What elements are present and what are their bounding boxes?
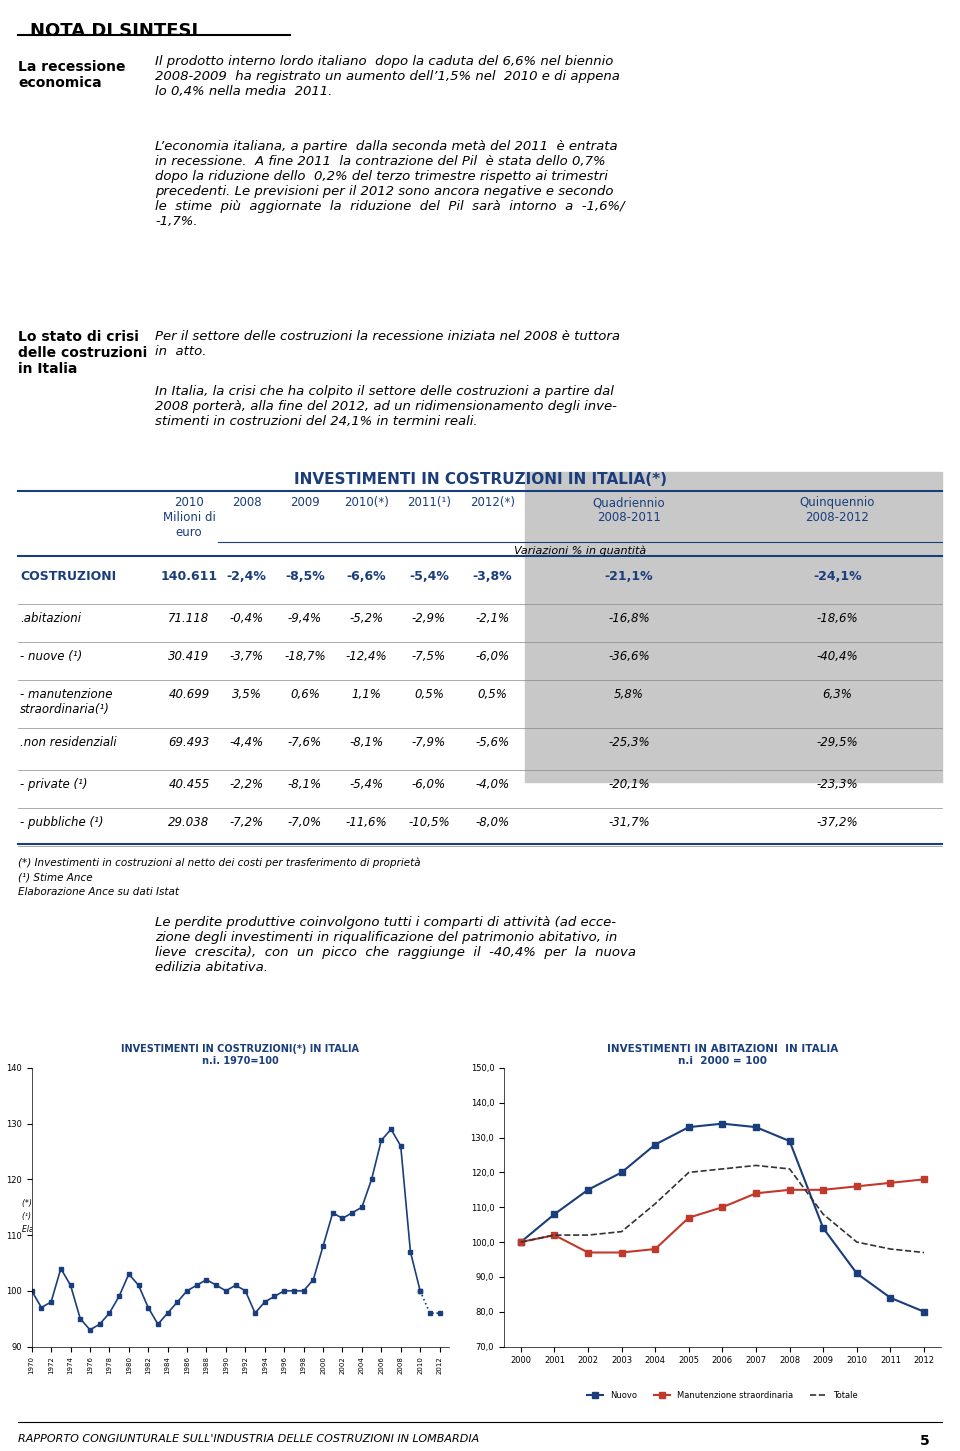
- Text: 140.611: 140.611: [160, 570, 218, 583]
- Text: -11,6%: -11,6%: [346, 815, 387, 829]
- Legend: Nuovo, Manutenzione straordinaria, Totale: Nuovo, Manutenzione straordinaria, Total…: [584, 1389, 861, 1403]
- Text: -0,4%: -0,4%: [229, 612, 264, 625]
- Text: NOTA DI SINTESI: NOTA DI SINTESI: [30, 22, 198, 41]
- Text: 2012(*): 2012(*): [470, 496, 515, 509]
- Text: -7,2%: -7,2%: [229, 815, 264, 829]
- Text: Per il settore delle costruzioni la recessione iniziata nel 2008 è tuttora
in  a: Per il settore delle costruzioni la rece…: [155, 329, 620, 358]
- Text: 71.118: 71.118: [168, 612, 209, 625]
- Text: -29,5%: -29,5%: [817, 736, 858, 749]
- Text: -7,0%: -7,0%: [288, 815, 322, 829]
- Text: -36,6%: -36,6%: [609, 650, 650, 663]
- Text: -4,4%: -4,4%: [229, 736, 264, 749]
- Text: 2011(¹): 2011(¹): [407, 496, 451, 509]
- Text: 5,8%: 5,8%: [614, 688, 644, 701]
- Text: -3,8%: -3,8%: [472, 570, 513, 583]
- Text: -23,3%: -23,3%: [817, 778, 858, 791]
- Text: -6,0%: -6,0%: [475, 650, 510, 663]
- Text: -37,2%: -37,2%: [817, 815, 858, 829]
- Text: -2,9%: -2,9%: [412, 612, 446, 625]
- Text: RAPPORTO CONGIUNTURALE SULL'INDUSTRIA DELLE COSTRUZIONI IN LOMBARDIA: RAPPORTO CONGIUNTURALE SULL'INDUSTRIA DE…: [18, 1434, 479, 1444]
- Text: -16,8%: -16,8%: [609, 612, 650, 625]
- Text: In Italia, la crisi che ha colpito il settore delle costruzioni a partire dal
20: In Italia, la crisi che ha colpito il se…: [155, 385, 617, 428]
- Title: INVESTIMENTI IN COSTRUZIONI(*) IN ITALIA
n.i. 1970=100: INVESTIMENTI IN COSTRUZIONI(*) IN ITALIA…: [122, 1045, 359, 1066]
- Bar: [525, 472, 733, 782]
- Text: Quadriennio
2008-2011: Quadriennio 2008-2011: [592, 496, 665, 524]
- Text: La recessione
economica: La recessione economica: [18, 59, 126, 90]
- Text: 40.455: 40.455: [168, 778, 209, 791]
- Text: 6,3%: 6,3%: [823, 688, 852, 701]
- Text: -6,6%: -6,6%: [347, 570, 386, 583]
- Text: -6,0%: -6,0%: [412, 778, 446, 791]
- Text: -18,7%: -18,7%: [284, 650, 325, 663]
- Text: 2010(*): 2010(*): [344, 496, 389, 509]
- Text: -2,2%: -2,2%: [229, 778, 264, 791]
- Text: Variazioni % in quantità: Variazioni % in quantità: [514, 546, 646, 556]
- Bar: [733, 472, 942, 782]
- Text: -4,0%: -4,0%: [475, 778, 510, 791]
- Text: 29.038: 29.038: [168, 815, 209, 829]
- Text: - private (¹): - private (¹): [20, 778, 87, 791]
- Text: -12,4%: -12,4%: [346, 650, 387, 663]
- Text: 30.419: 30.419: [168, 650, 209, 663]
- Text: -40,4%: -40,4%: [817, 650, 858, 663]
- Text: - nuove (¹): - nuove (¹): [20, 650, 83, 663]
- Text: 2009: 2009: [290, 496, 320, 509]
- Title: INVESTIMENTI IN ABITAZIONI  IN ITALIA
n.i  2000 = 100: INVESTIMENTI IN ABITAZIONI IN ITALIA n.i…: [607, 1045, 838, 1066]
- Text: -8,1%: -8,1%: [349, 736, 384, 749]
- Text: Lo stato di crisi
delle costruzioni
in Italia: Lo stato di crisi delle costruzioni in I…: [18, 329, 147, 376]
- Text: 5: 5: [921, 1434, 930, 1448]
- Text: -7,6%: -7,6%: [288, 736, 322, 749]
- Text: -7,9%: -7,9%: [412, 736, 446, 749]
- Text: 0,6%: 0,6%: [290, 688, 320, 701]
- Text: -21,1%: -21,1%: [605, 570, 654, 583]
- Text: 0,5%: 0,5%: [414, 688, 444, 701]
- Text: -8,5%: -8,5%: [285, 570, 324, 583]
- Text: -31,7%: -31,7%: [609, 815, 650, 829]
- Text: -5,4%: -5,4%: [409, 570, 449, 583]
- Text: -5,2%: -5,2%: [349, 612, 384, 625]
- Text: -25,3%: -25,3%: [609, 736, 650, 749]
- Text: 2008: 2008: [231, 496, 261, 509]
- Text: COSTRUZIONI: COSTRUZIONI: [20, 570, 116, 583]
- Text: 69.493: 69.493: [168, 736, 209, 749]
- Text: Elaborazione Ance su dati Istat: Elaborazione Ance su dati Istat: [22, 1225, 140, 1233]
- Text: Le perdite produttive coinvolgono tutti i comparti di attività (ad ecce-
zione d: Le perdite produttive coinvolgono tutti …: [155, 916, 636, 974]
- Text: (*) Investimenti in costruzioni a prezzi costanti al netto dei costi per trasfer: (*) Investimenti in costruzioni a prezzi…: [22, 1199, 383, 1209]
- Text: -24,1%: -24,1%: [813, 570, 862, 583]
- Text: 3,5%: 3,5%: [231, 688, 261, 701]
- Text: Fonte: Ance: Fonte: Ance: [505, 1199, 564, 1209]
- Text: -20,1%: -20,1%: [609, 778, 650, 791]
- Text: 0,5%: 0,5%: [477, 688, 508, 701]
- Text: -8,0%: -8,0%: [475, 815, 510, 829]
- Text: - manutenzione
straordinaria(¹): - manutenzione straordinaria(¹): [20, 688, 112, 715]
- Text: -9,4%: -9,4%: [288, 612, 322, 625]
- Text: -5,4%: -5,4%: [349, 778, 384, 791]
- Text: -8,1%: -8,1%: [288, 778, 322, 791]
- Text: .non residenziali: .non residenziali: [20, 736, 116, 749]
- Text: 1,1%: 1,1%: [351, 688, 381, 701]
- Text: -5,6%: -5,6%: [475, 736, 510, 749]
- Text: (*) Investimenti in costruzioni al netto dei costi per trasferimento di propriet: (*) Investimenti in costruzioni al netto…: [18, 858, 420, 869]
- Text: -18,6%: -18,6%: [817, 612, 858, 625]
- Text: -10,5%: -10,5%: [408, 815, 450, 829]
- Text: -2,4%: -2,4%: [227, 570, 267, 583]
- Text: -2,1%: -2,1%: [475, 612, 510, 625]
- Text: -3,7%: -3,7%: [229, 650, 264, 663]
- Text: .abitazioni: .abitazioni: [20, 612, 81, 625]
- Text: (¹) Stima Ance: (¹) Stima Ance: [22, 1212, 77, 1220]
- Text: L’economia italiana, a partire  dalla seconda metà del 2011  è entrata
in recess: L’economia italiana, a partire dalla sec…: [155, 139, 625, 228]
- Text: Elaborazione Ance su dati Istat: Elaborazione Ance su dati Istat: [18, 887, 179, 897]
- Text: (¹) Stime Ance: (¹) Stime Ance: [18, 874, 92, 884]
- Text: 2010
Milioni di
euro: 2010 Milioni di euro: [162, 496, 215, 538]
- Text: Quinquennio
2008-2012: Quinquennio 2008-2012: [800, 496, 876, 524]
- Text: - pubbliche (¹): - pubbliche (¹): [20, 815, 104, 829]
- Text: INVESTIMENTI IN COSTRUZIONI IN ITALIA(*): INVESTIMENTI IN COSTRUZIONI IN ITALIA(*): [294, 472, 666, 488]
- Text: 40.699: 40.699: [168, 688, 209, 701]
- Text: Il prodotto interno lordo italiano  dopo la caduta del 6,6% nel biennio
2008-200: Il prodotto interno lordo italiano dopo …: [155, 55, 620, 99]
- Text: -7,5%: -7,5%: [412, 650, 446, 663]
